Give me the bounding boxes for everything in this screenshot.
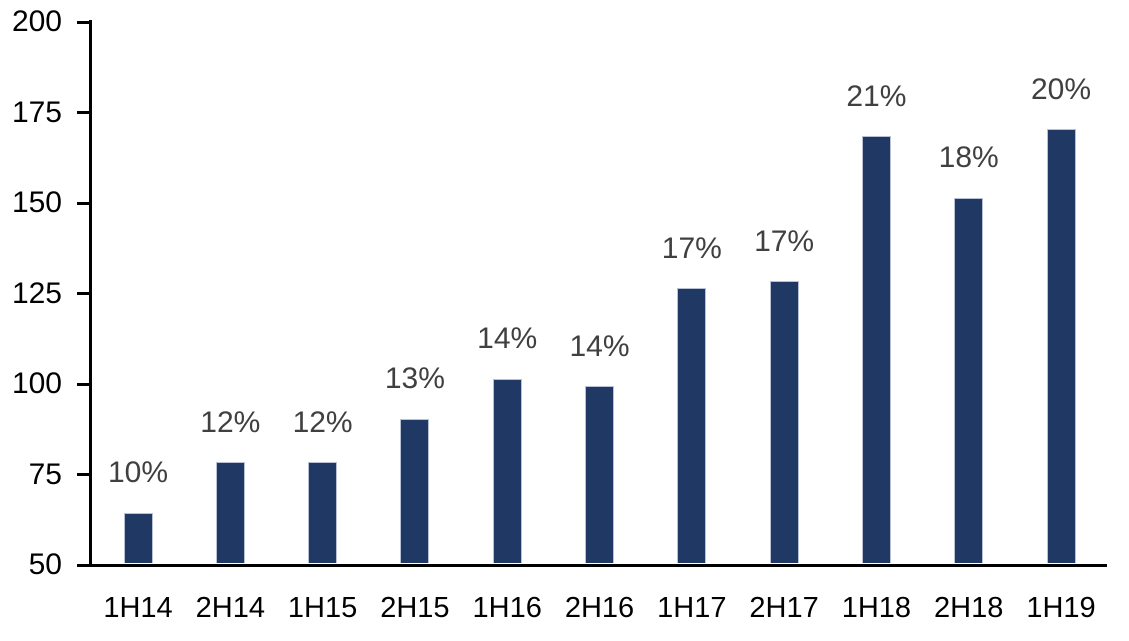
y-axis-line	[89, 20, 92, 567]
x-axis-line	[84, 563, 1107, 567]
x-axis-category-label: 2H17	[749, 592, 819, 624]
x-axis-category-label: 1H15	[287, 592, 358, 624]
bar-value-label: 10%	[107, 456, 169, 490]
x-axis-category-label: 1H16	[472, 592, 542, 624]
bar-value-label: 12%	[200, 405, 261, 439]
bar-value-label: 14%	[569, 329, 630, 363]
bar-value-label: 21%	[846, 79, 907, 113]
y-axis-tick	[77, 201, 89, 205]
bar-2H14	[215, 462, 245, 564]
x-axis-category-label: 2H16	[564, 592, 635, 624]
x-axis-category-label: 1H17	[657, 592, 727, 624]
bar-2H16	[585, 386, 614, 564]
y-axis-tick	[77, 111, 89, 114]
bar-2H15	[400, 418, 430, 564]
x-axis-category-label: 2H18	[934, 592, 1004, 624]
bar-1H17	[677, 288, 707, 564]
bar-value-label: 12%	[292, 405, 353, 439]
y-axis-tick-label: 200	[11, 5, 62, 38]
bar-value-label: 13%	[384, 362, 445, 396]
x-axis-category-label: 1H18	[841, 592, 912, 624]
x-axis-category-label: 2H14	[195, 592, 265, 624]
y-axis-tick-label: 175	[11, 95, 62, 129]
y-axis-tick-label: 50	[28, 548, 62, 581]
y-axis-tick	[77, 20, 89, 24]
y-axis-tick	[77, 473, 89, 476]
y-axis-tick-label: 100	[11, 367, 62, 400]
x-axis-category-label: 2H15	[380, 592, 450, 624]
bar-value-label: 17%	[754, 224, 815, 258]
bar-1H19	[1046, 129, 1076, 564]
bar-value-label: 17%	[661, 231, 722, 265]
x-axis-category-label: 1H14	[103, 592, 173, 624]
y-axis-tick	[77, 382, 89, 386]
bar-1H16	[492, 378, 522, 564]
bar-2H18	[954, 197, 984, 564]
bar-value-label: 20%	[1030, 72, 1092, 106]
bar-1H18	[861, 136, 891, 564]
bar-1H15	[308, 462, 338, 564]
x-axis-category-label: 1H19	[1026, 592, 1096, 624]
y-axis-tick	[77, 292, 89, 295]
bar-value-label: 18%	[938, 141, 999, 175]
y-axis-tick-label: 150	[11, 186, 62, 219]
bar-1H14	[123, 512, 153, 564]
y-axis-tick-label: 125	[11, 276, 62, 310]
bar-value-label: 14%	[477, 322, 538, 356]
y-axis-tick	[77, 563, 89, 567]
y-axis-tick-label: 75	[28, 457, 62, 491]
bar-2H17	[769, 281, 799, 564]
